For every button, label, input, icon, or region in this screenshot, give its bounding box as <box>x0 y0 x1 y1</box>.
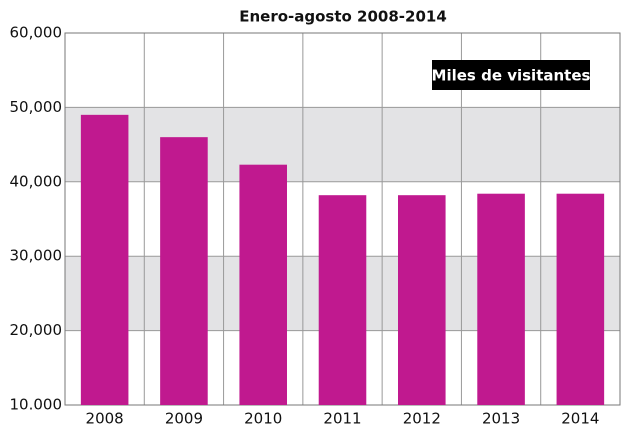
bar <box>80 114 129 405</box>
bar <box>477 193 525 405</box>
legend-box <box>432 60 590 90</box>
y-tick-label: 40,000 <box>10 172 63 190</box>
x-tick-label: 2010 <box>244 410 282 428</box>
bar <box>239 164 287 405</box>
legend-label: Miles de visitantes <box>432 67 591 85</box>
y-tick-label: 10.000 <box>10 396 63 414</box>
y-tick-label: 60,000 <box>10 24 63 42</box>
bar <box>398 195 446 405</box>
bar <box>318 195 367 405</box>
bar <box>556 193 605 405</box>
y-tick-label: 50,000 <box>10 98 63 116</box>
x-tick-label: 2013 <box>482 410 520 428</box>
chart-subtitle: Enero-agosto 2008-2014 <box>239 8 447 26</box>
shaded-band <box>65 107 620 182</box>
x-tick-label: 2012 <box>403 410 441 428</box>
y-tick-label: 30,000 <box>10 247 63 265</box>
bar <box>160 137 208 405</box>
x-tick-label: 2014 <box>561 410 599 428</box>
x-tick-label: 2009 <box>165 410 203 428</box>
x-tick-label: 2011 <box>323 410 361 428</box>
x-tick-label: 2008 <box>86 410 124 428</box>
y-tick-label: 20,000 <box>10 321 63 339</box>
